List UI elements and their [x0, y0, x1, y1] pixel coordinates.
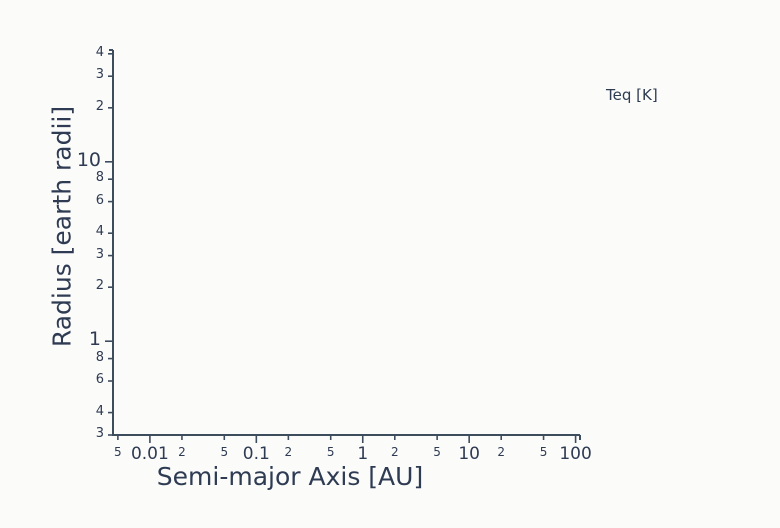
x-tick-label: 5 [326, 445, 335, 459]
x-tick-label: 0.1 [242, 444, 270, 464]
y-tick-label: 6 [95, 372, 104, 388]
y-tick-label: 2 [95, 98, 104, 114]
colorbar-title: Teq [K] [606, 86, 658, 104]
y-tick-label: 10 [76, 148, 101, 171]
y-tick-label: 4 [95, 224, 104, 240]
x-tick-label: 10 [458, 444, 480, 464]
x-tick-label: 2 [284, 445, 293, 459]
y-tick-label: 4 [95, 44, 104, 60]
x-tick-label: 0.01 [130, 444, 169, 464]
y-tick-label: 6 [95, 192, 104, 208]
x-tick-label: 5 [220, 445, 229, 459]
y-tick-label: 8 [95, 349, 104, 365]
x-axis-title: Semi-major Axis [AU] [156, 462, 424, 491]
y-axis-ticks [105, 53, 113, 436]
y-tick-label: 2 [95, 278, 104, 294]
y-tick-label: 4 [95, 403, 104, 419]
x-tick-label: 5 [114, 445, 122, 459]
x-tick-label: 2 [497, 445, 506, 459]
x-tick-label: 2 [390, 445, 399, 459]
x-tick-label: 2 [178, 445, 186, 459]
y-tick-label: 3 [95, 246, 104, 262]
y-tick-label: 8 [95, 170, 104, 186]
y-tick-label: 3 [95, 67, 104, 83]
x-axis-ticks [117, 435, 577, 443]
y-tick-label: 3 [95, 426, 104, 442]
x-tick-label: 100 [559, 444, 592, 464]
x-tick-label: 5 [539, 445, 548, 459]
x-tick-label: 5 [433, 445, 441, 459]
x-tick-label: 1 [357, 444, 369, 464]
y-tick-label: 1 [88, 328, 101, 351]
